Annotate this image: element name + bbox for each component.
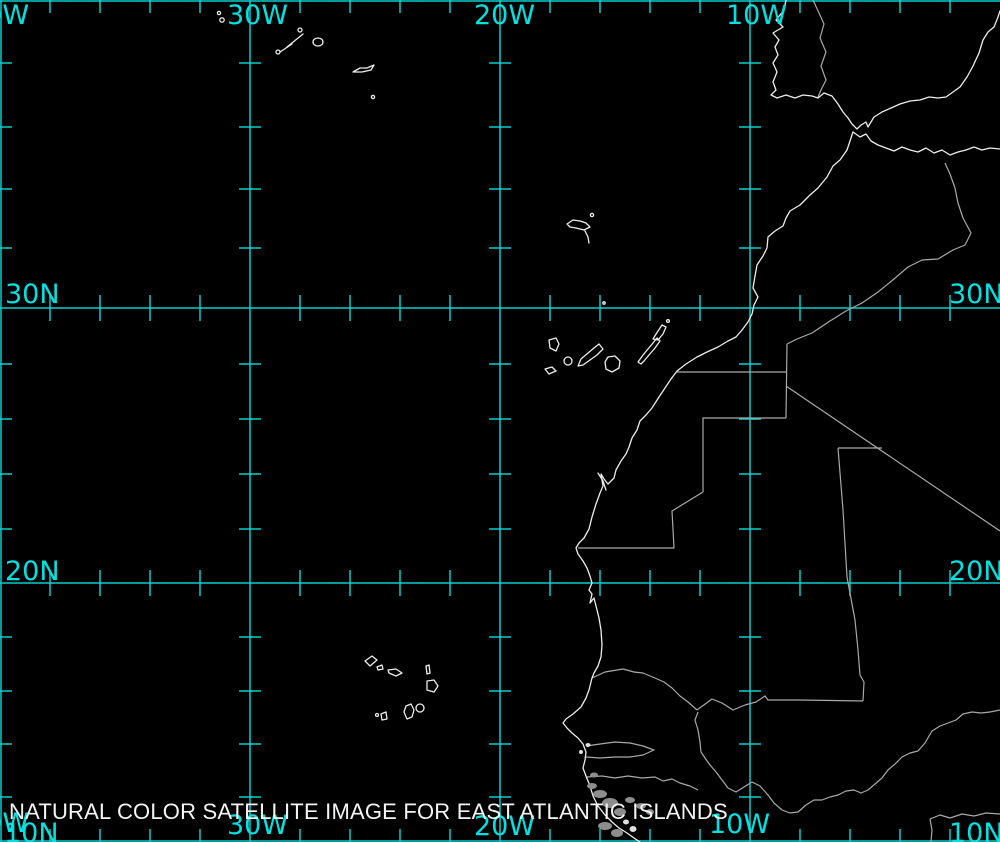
- border-ghana-burkina: [929, 812, 1000, 820]
- grid-label-40w: 40W: [0, 808, 30, 839]
- azores-islands: [216, 10, 376, 100]
- grid-label-20n: 20N: [5, 556, 60, 587]
- coast-west-africa: [562, 131, 854, 842]
- grid-label-40w: 40W: [0, 0, 30, 31]
- title-block: NATURAL COLOR SATELLITE IMAGE FOR EAST A…: [9, 754, 728, 842]
- border-mauritania-mali-diagonal: [785, 385, 1000, 532]
- border-gambia: [585, 741, 655, 759]
- border-portugal-spain: [812, 0, 827, 98]
- border-western-sahara-mauritania-stair: [578, 417, 786, 549]
- grid-label-30n: 30N: [949, 279, 1000, 310]
- grid-label-20w: 20W: [474, 0, 536, 31]
- grid-label-30w: 30W: [227, 0, 289, 31]
- grid-label-30w: 30W: [227, 810, 289, 841]
- coast-iberia: [770, 0, 1000, 130]
- coastlines: [216, 0, 1000, 842]
- border-senegal-guinea-bissau: [586, 775, 699, 791]
- cape-verde-islands: [364, 655, 439, 721]
- border-morocco-algeria: [786, 162, 972, 345]
- grid-label-10w: 10W: [709, 809, 771, 840]
- grid-label-10n: 10N: [4, 818, 59, 842]
- border-ghana-ivorycoast: [929, 818, 933, 842]
- coast-morocco-mediterranean: [852, 131, 1000, 156]
- border-senegal-mali-guinea: [694, 709, 1000, 814]
- border-senegal-river: [591, 668, 698, 711]
- border-senegal-mauritania-south: [696, 695, 864, 711]
- product-title: NATURAL COLOR SATELLITE IMAGE FOR EAST A…: [9, 799, 728, 824]
- grid-label-20n: 20N: [949, 556, 1000, 587]
- madeira-islands: [566, 212, 606, 305]
- grid-label-20w: 20W: [474, 811, 536, 842]
- grid-label-10w: 10W: [726, 0, 788, 31]
- cloud-patches: [579, 743, 654, 837]
- border-western-sahara-east: [785, 343, 788, 419]
- canary-islands: [544, 318, 671, 375]
- border-mauritania-mali-west: [837, 447, 865, 702]
- coast-dakhla-spit: [597, 472, 607, 491]
- grid-label-10n: 10N: [949, 818, 1000, 842]
- country-borders: [578, 0, 1000, 842]
- grid-label-30n: 30N: [5, 279, 60, 310]
